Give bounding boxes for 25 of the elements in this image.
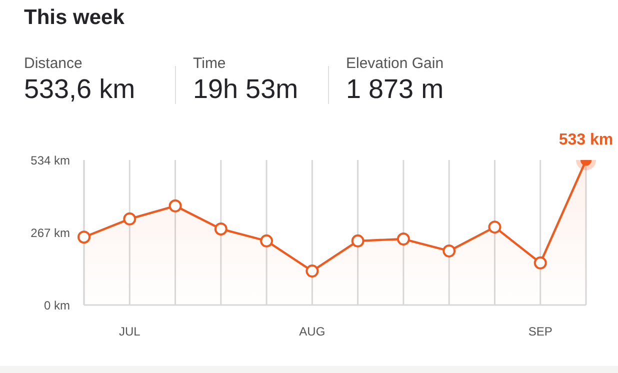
- point: [214, 222, 228, 236]
- x-tick-label: SEP: [528, 324, 552, 339]
- point: [351, 234, 364, 248]
- point: [123, 212, 136, 226]
- y-tick-label: 534 km: [30, 153, 70, 168]
- text: 533,6 km: [24, 74, 136, 105]
- point: [168, 199, 182, 212]
- point: [488, 220, 502, 234]
- point: [306, 264, 319, 278]
- x-tick-label: JUL: [118, 324, 141, 339]
- y-tick-label: 0 km: [44, 298, 70, 312]
- text: Elevation Gain: [346, 55, 444, 72]
- point: [442, 244, 456, 258]
- point: [534, 256, 547, 270]
- point: [396, 232, 410, 246]
- text: Distance: [24, 55, 84, 72]
- data-label: 533 km: [558, 131, 614, 148]
- point: [78, 230, 90, 244]
- x-tick-label: AUG: [299, 324, 326, 339]
- text: 1 873 m: [346, 74, 444, 105]
- chart-title: This week: [24, 6, 124, 30]
- text: Time: [193, 55, 227, 72]
- y-tick-label: 267 km: [30, 226, 70, 240]
- text: 19h 53m: [193, 74, 298, 105]
- point: [260, 234, 274, 248]
